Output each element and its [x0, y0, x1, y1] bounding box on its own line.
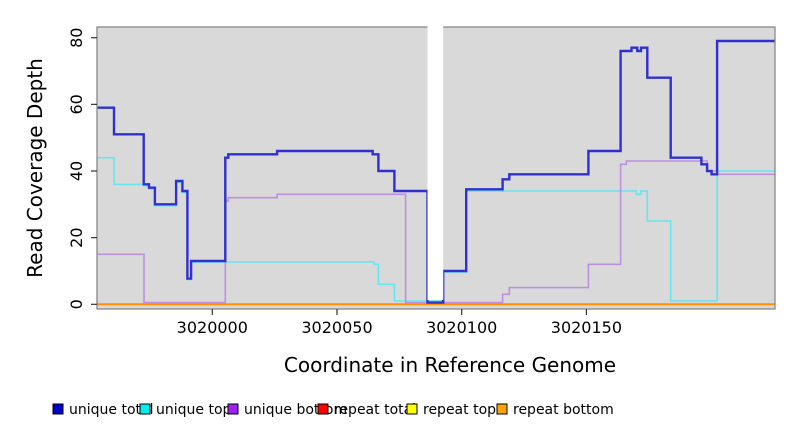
y-tick-label-0: 0: [67, 299, 86, 309]
x-tick-label-3020000: 3020000: [177, 318, 248, 337]
legend-swatch-unique-bottom: [227, 403, 239, 415]
x-axis-title: Coordinate in Reference Genome: [284, 353, 616, 377]
legend: unique total unique top unique bottomrepea…: [52, 402, 614, 418]
y-axis-title: Read Coverage Depth: [23, 58, 47, 278]
x-tick-label-3020050: 3020050: [301, 318, 372, 337]
legend-item-unique-total: unique total: [52, 402, 153, 418]
legend-swatch-repeat-bottom: [496, 403, 508, 415]
legend-item-repeat-bottom: repeat bottom: [496, 402, 614, 418]
series-lines: [97, 39, 775, 306]
legend-label-unique-total: unique total: [69, 402, 153, 418]
x-axis-ticks: 3020000 3020050 3020100 3020150: [177, 309, 622, 337]
legend-label-repeat-top: repeat top: [423, 402, 496, 418]
legend-label-unique-bottom: unique bottom: [244, 402, 347, 418]
x-tick-label-3020100: 3020100: [426, 318, 497, 337]
y-tick-label-40: 40: [67, 161, 86, 181]
y-axis-ticks: 0 20 40 60 80: [67, 28, 97, 309]
legend-label-repeat-total: repeat total: [334, 402, 416, 418]
legend-label-repeat-bottom: repeat bottom: [513, 402, 614, 418]
legend-swatch-repeat-total: [317, 403, 329, 415]
legend-item-unique-top: unique top: [139, 402, 232, 418]
legend-label-unique-top: unique top: [156, 402, 232, 418]
legend-item-unique-bottom: unique bottom: [227, 402, 347, 418]
legend-swatch-unique-top: [139, 403, 151, 415]
legend-swatch-unique-total: [52, 403, 64, 415]
x-tick-label-3020150: 3020150: [551, 318, 622, 337]
y-tick-label-60: 60: [67, 94, 86, 114]
no-data-gap-overlay: [427, 22, 444, 300]
series-unique-total: [97, 39, 775, 304]
series-unique-top: [97, 156, 775, 302]
legend-item-repeat-total: repeat total: [317, 402, 416, 418]
legend-swatch-repeat-top: [406, 403, 418, 415]
y-tick-label-20: 20: [67, 227, 86, 247]
legend-item-repeat-top: repeat top: [406, 402, 496, 418]
y-tick-label-80: 80: [67, 28, 86, 48]
